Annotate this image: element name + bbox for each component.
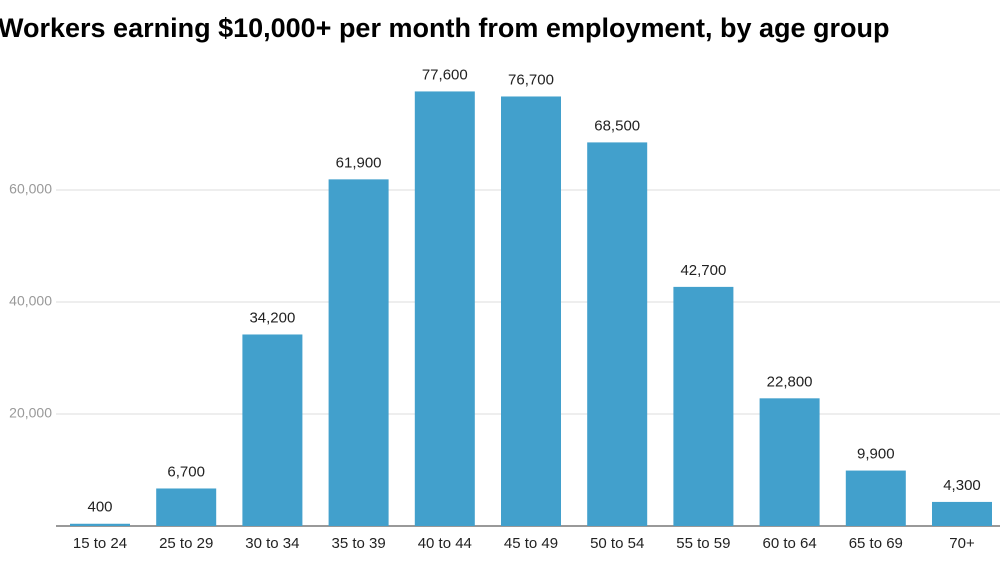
bar	[673, 286, 734, 526]
x-tick-label: 55 to 59	[676, 535, 730, 552]
value-label: 42,700	[680, 262, 726, 279]
bar	[70, 523, 130, 526]
bar	[242, 334, 303, 526]
value-label: 6,700	[167, 463, 205, 480]
x-tick-label: 50 to 54	[590, 535, 644, 552]
x-tick-label: 25 to 29	[159, 535, 213, 552]
value-label: 76,700	[508, 71, 554, 88]
chart-title: Workers earning $10,000+ per month from …	[0, 13, 890, 43]
value-label: 68,500	[594, 117, 640, 134]
x-tick-label: 60 to 64	[762, 535, 816, 552]
y-tick-label: 60,000	[9, 181, 52, 197]
x-tick-label: 70+	[949, 535, 975, 552]
bar	[845, 470, 906, 526]
bar	[414, 91, 475, 526]
bar	[587, 142, 648, 526]
x-tick-label: 65 to 69	[849, 535, 903, 552]
x-tick-label: 35 to 39	[331, 535, 385, 552]
value-label: 9,900	[857, 446, 895, 463]
bar	[932, 501, 992, 526]
value-label: 34,200	[249, 309, 295, 326]
y-tick-label: 40,000	[9, 293, 52, 309]
value-label: 22,800	[767, 373, 813, 390]
value-label: 4,300	[943, 477, 981, 494]
x-tick-label: 15 to 24	[73, 535, 127, 552]
bar	[759, 398, 820, 526]
y-tick-label: 20,000	[9, 405, 52, 421]
x-tick-label: 40 to 44	[418, 535, 472, 552]
bar	[501, 96, 561, 526]
value-label: 61,900	[336, 154, 382, 171]
value-label: 77,600	[422, 66, 468, 83]
bar	[328, 179, 389, 527]
value-label: 400	[87, 499, 112, 516]
bar	[156, 488, 217, 526]
x-tick-label: 30 to 34	[245, 535, 299, 552]
x-tick-label: 45 to 49	[504, 535, 558, 552]
